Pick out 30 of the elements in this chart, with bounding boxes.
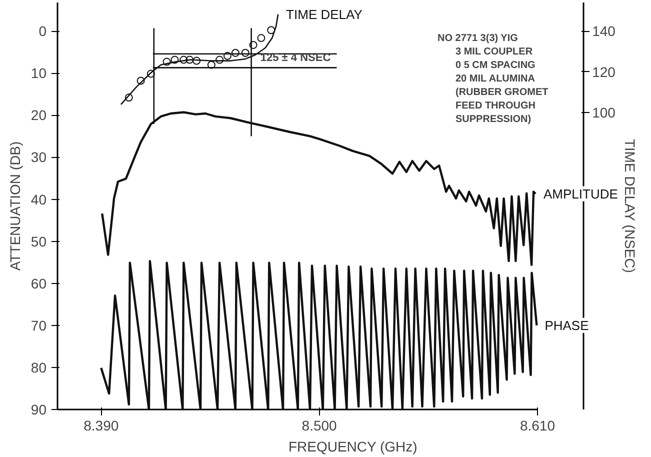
y-tick-label: 0 xyxy=(38,23,47,40)
y2-tick-label: 100 xyxy=(592,104,616,120)
series-label: PHASE xyxy=(544,318,590,333)
x-tick-label: 8.610 xyxy=(520,418,556,434)
annotation: FEED THROUGH xyxy=(456,100,536,112)
y-tick-label: 60 xyxy=(30,275,47,292)
annotation: (RUBBER GROMET xyxy=(456,87,548,98)
annotation: 20 MIL ALUMINA xyxy=(456,74,535,84)
x-tick-label: 8.500 xyxy=(302,418,338,434)
y-axis-title: ATTENUATION (DB) xyxy=(6,141,23,271)
series-label: TIME DELAY xyxy=(286,6,363,22)
annotation: SUPPRESSION) xyxy=(456,114,532,125)
annotation: NO 2771 3(3) YIG xyxy=(438,33,518,44)
y-tick-label: 40 xyxy=(30,191,47,208)
x-tick-label: 8.390 xyxy=(84,418,119,434)
y-tick-label: 50 xyxy=(30,233,47,250)
y-tick-label: 80 xyxy=(30,359,47,376)
series-label: AMPLITUDE xyxy=(544,186,618,202)
y-tick-label: 70 xyxy=(30,317,47,334)
annotation: 0 5 CM SPACING xyxy=(456,60,536,71)
x-axis-title: FREQUENCY (GHz) xyxy=(288,438,418,454)
y2-tick-label: 140 xyxy=(592,23,616,40)
y-tick-label: 20 xyxy=(30,107,47,124)
y2-tick-label: 120 xyxy=(592,64,616,80)
y-tick-label: 10 xyxy=(30,65,47,82)
y2-axis-title: TIME DELAY (NSEC) xyxy=(622,138,638,273)
annotation: 125 ± 4 NSEC xyxy=(260,52,331,64)
y-tick-label: 30 xyxy=(30,149,47,166)
annotation: 3 MIL COUPLER xyxy=(456,46,534,58)
y-tick-label: 90 xyxy=(30,402,47,418)
